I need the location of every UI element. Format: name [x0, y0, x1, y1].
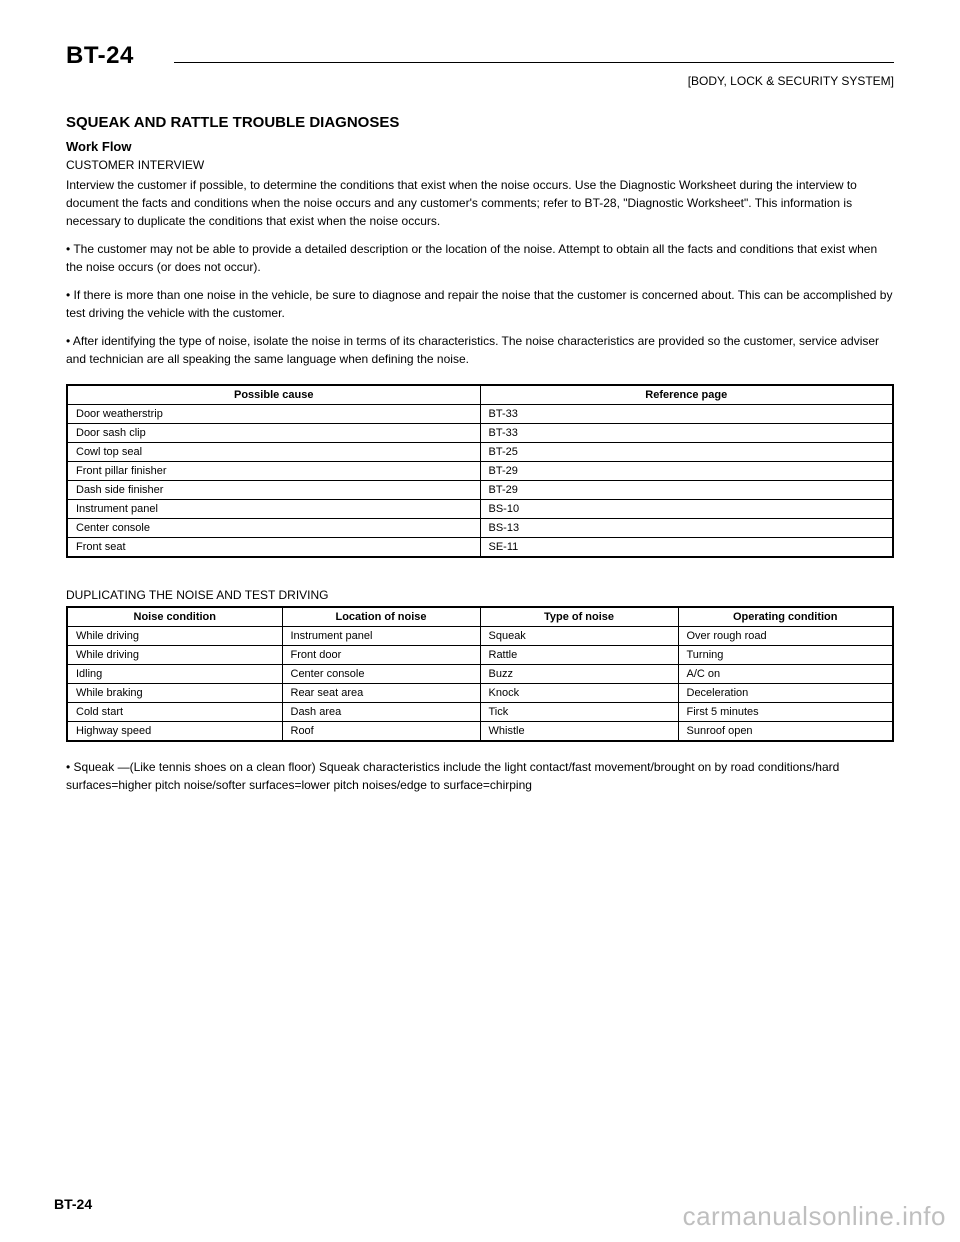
table-cell: Idling [68, 665, 283, 684]
table-row: Door sash clipBT-33 [68, 424, 893, 443]
table-header-cell: Noise condition [68, 608, 283, 627]
table-2-frame: Noise condition Location of noise Type o… [66, 606, 894, 742]
table-header-cell: Reference page [480, 386, 893, 405]
table-cell: Rattle [480, 646, 678, 665]
table-cell: Cold start [68, 703, 283, 722]
page-number: BT-24 [54, 1196, 92, 1212]
table-cell: Sunroof open [678, 722, 893, 741]
table-cell: Dash side finisher [68, 481, 481, 500]
table-header-cell: Type of noise [480, 608, 678, 627]
watermark: carmanualsonline.info [683, 1201, 946, 1232]
table-cell: BS-10 [480, 500, 893, 519]
section-title: [BODY, LOCK & SECURITY SYSTEM] [66, 74, 894, 88]
table-header-cell: Possible cause [68, 386, 481, 405]
table-cell: Front seat [68, 538, 481, 557]
intro-paragraph: Interview the customer if possible, to d… [66, 176, 894, 230]
table-row: Front seatSE-11 [68, 538, 893, 557]
table-row: Front pillar finisherBT-29 [68, 462, 893, 481]
table-cell: SE-11 [480, 538, 893, 557]
intro-paragraph: • If there is more than one noise in the… [66, 286, 894, 322]
footnote-text: • Squeak —(Like tennis shoes on a clean … [66, 758, 894, 794]
table-row: Highway speedRoofWhistleSunroof open [68, 722, 893, 741]
intro-text: Interview the customer if possible, to d… [66, 176, 894, 368]
table-cell: Front door [282, 646, 480, 665]
table-cell: BS-13 [480, 519, 893, 538]
table-cell: Knock [480, 684, 678, 703]
table-row: Cold startDash areaTickFirst 5 minutes [68, 703, 893, 722]
table-header-cell: Location of noise [282, 608, 480, 627]
table-row: While drivingFront doorRattleTurning [68, 646, 893, 665]
table-row: Door weatherstripBT-33 [68, 405, 893, 424]
table-row: IdlingCenter consoleBuzzA/C on [68, 665, 893, 684]
table-cell: Center console [282, 665, 480, 684]
table2-heading: DUPLICATING THE NOISE AND TEST DRIVING [66, 588, 894, 602]
intro-paragraph: • After identifying the type of noise, i… [66, 332, 894, 368]
table-cell: Roof [282, 722, 480, 741]
table-cell: Buzz [480, 665, 678, 684]
table-cell: Cowl top seal [68, 443, 481, 462]
table-cell: Rear seat area [282, 684, 480, 703]
table-cell: Whistle [480, 722, 678, 741]
table-cell: BT-33 [480, 424, 893, 443]
table-row: Cowl top sealBT-25 [68, 443, 893, 462]
table-cell: BT-29 [480, 462, 893, 481]
minor-heading: CUSTOMER INTERVIEW [66, 158, 894, 172]
table-cell: Front pillar finisher [68, 462, 481, 481]
table-row: While drivingInstrument panelSqueakOver … [68, 627, 893, 646]
table-header-cell: Operating condition [678, 608, 893, 627]
table-cell: Squeak [480, 627, 678, 646]
table-row: Dash side finisherBT-29 [68, 481, 893, 500]
table-cell: Center console [68, 519, 481, 538]
table-cell: Instrument panel [282, 627, 480, 646]
table-cell: A/C on [678, 665, 893, 684]
intro-paragraph: • Squeak —(Like tennis shoes on a clean … [66, 758, 894, 794]
major-heading: SQUEAK AND RATTLE TROUBLE DIAGNOSES [66, 114, 894, 131]
table-cell: First 5 minutes [678, 703, 893, 722]
table-1-frame: Possible cause Reference page Door weath… [66, 384, 894, 558]
table-cell: While driving [68, 627, 283, 646]
table-cell: While braking [68, 684, 283, 703]
table-cell: While driving [68, 646, 283, 665]
table-cell: Turning [678, 646, 893, 665]
section-code: BT-24 [66, 42, 134, 70]
noise-condition-table: Noise condition Location of noise Type o… [67, 607, 893, 741]
table-cell: Door weatherstrip [68, 405, 481, 424]
table-cell: BT-29 [480, 481, 893, 500]
table-cell: Door sash clip [68, 424, 481, 443]
table-cell: Instrument panel [68, 500, 481, 519]
table-cell: Highway speed [68, 722, 283, 741]
header-row: BT-24 [66, 42, 894, 70]
table-row: Instrument panelBS-10 [68, 500, 893, 519]
cause-reference-table: Possible cause Reference page Door weath… [67, 385, 893, 557]
table-cell: Dash area [282, 703, 480, 722]
table-cell: BT-33 [480, 405, 893, 424]
table-cell: Over rough road [678, 627, 893, 646]
table-row: While brakingRear seat areaKnockDecelera… [68, 684, 893, 703]
intro-paragraph: • The customer may not be able to provid… [66, 240, 894, 276]
table-cell: BT-25 [480, 443, 893, 462]
table-cell: Tick [480, 703, 678, 722]
table-row: Center consoleBS-13 [68, 519, 893, 538]
table-cell: Deceleration [678, 684, 893, 703]
group-heading: Work Flow [66, 139, 894, 154]
header-rule [174, 62, 894, 63]
